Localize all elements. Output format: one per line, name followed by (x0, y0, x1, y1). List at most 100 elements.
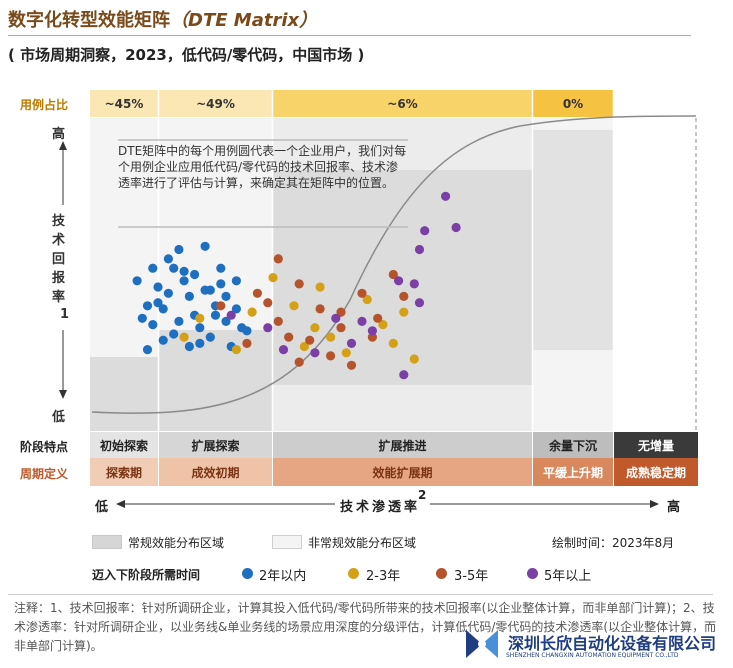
case-point-1 (174, 316, 184, 326)
footnote-rule (8, 594, 713, 595)
case-point-1 (179, 266, 189, 276)
period-cell-3: 效能扩展期 (273, 458, 532, 486)
case-point-4 (346, 338, 357, 348)
stage-cell-2: 扩展探索 (159, 432, 272, 458)
x-axis-arrow-right (650, 500, 659, 508)
share-cell-4: 0% (533, 90, 613, 117)
x-axis-note-mark: 2 (418, 488, 427, 502)
regular-zone-2 (159, 330, 272, 431)
footnote: 注释：1、技术回报率：针对所调研企业，计算其投入低代码/零代码所带来的技术回报率… (14, 601, 717, 653)
case-point-3 (388, 269, 398, 280)
case-point-4 (367, 326, 377, 336)
case-point-1 (132, 276, 142, 286)
legend-label-5y: 5年以上 (544, 569, 592, 584)
case-point-3 (305, 335, 315, 345)
company-name-cn: 深圳长欣自动化设备有限公司 (508, 634, 717, 653)
y-axis-arrow-up (59, 141, 67, 150)
title-rule (8, 35, 691, 36)
case-point-4 (278, 345, 289, 355)
y-axis-high-label: 高 (52, 127, 66, 142)
period-row-label: 周期定义 (20, 467, 69, 481)
s-curve (91, 115, 697, 414)
case-point-1 (205, 332, 215, 342)
case-point-1 (242, 326, 252, 336)
title-cn: 数字化转型效能矩阵 (8, 10, 170, 31)
regular-zone-1 (90, 357, 158, 431)
case-point-1 (158, 335, 168, 345)
x-axis-low-label: 低 (95, 500, 109, 515)
case-point-1 (195, 338, 205, 348)
case-point-4 (414, 244, 425, 255)
y-axis-arrow-down (59, 390, 67, 399)
case-point-2 (268, 273, 278, 283)
case-point-1 (200, 241, 210, 251)
title-en: （DTE Matrix） (170, 10, 318, 31)
period-cell-4: 平缓上升期 (533, 458, 613, 486)
case-point-2 (362, 294, 372, 305)
case-point-1 (190, 269, 200, 280)
case-point-1 (163, 288, 173, 298)
case-point-1 (184, 341, 194, 352)
legend-label-2-3y: 2-3年 (366, 569, 401, 584)
case-point-1 (216, 279, 226, 289)
case-point-2 (378, 320, 388, 330)
case-point-3 (373, 313, 383, 323)
share-cell-2: ~49% (159, 90, 272, 117)
case-point-4 (310, 348, 320, 358)
case-point-1 (142, 301, 153, 311)
case-point-4 (451, 222, 461, 233)
company-logo-icon (462, 626, 502, 662)
legend-time-title: 迈入下阶段所需时间 (92, 568, 201, 582)
case-point-2 (179, 332, 189, 342)
case-point-4 (414, 298, 425, 308)
stage-cell-5: 无增量 (614, 432, 698, 458)
case-point-3 (294, 279, 304, 289)
case-point-1 (205, 285, 215, 295)
case-point-1 (210, 310, 221, 320)
stage-cell-1: 初始探索 (90, 432, 158, 458)
case-point-1 (184, 291, 194, 301)
case-point-1 (231, 304, 241, 314)
case-point-1 (174, 244, 184, 255)
legend-irregular-label: 非常规效能分布区域 (308, 536, 417, 550)
case-point-1 (137, 313, 147, 323)
case-point-2 (195, 313, 205, 323)
case-point-1 (169, 263, 179, 273)
case-point-3 (216, 301, 226, 311)
case-point-4 (263, 323, 273, 333)
case-point-2 (341, 348, 351, 358)
case-point-2 (315, 282, 325, 292)
x-axis-title: 技术渗透率 (340, 500, 421, 515)
matrix-description: DTE矩阵中的每个用例圆代表一个企业用户，我们对每个用例企业应用低代码/零代码的… (118, 144, 407, 190)
case-point-2 (310, 323, 320, 333)
case-point-1 (169, 329, 179, 339)
case-point-4 (441, 191, 451, 201)
case-point-4 (409, 279, 419, 289)
case-point-3 (252, 288, 262, 298)
case-point-1 (148, 263, 158, 273)
case-point-2 (299, 341, 309, 352)
case-point-3 (336, 323, 346, 333)
period-cell-2: 成效初期 (159, 458, 272, 486)
case-point-3 (357, 288, 367, 298)
case-point-2 (399, 307, 409, 317)
share-cell-3: ~6% (273, 90, 532, 117)
case-point-3 (294, 357, 304, 367)
case-point-1 (158, 304, 168, 314)
case-point-1 (163, 254, 173, 264)
legend-dot-3-5y (436, 568, 447, 579)
stage-cell-3: 扩展推进 (273, 432, 532, 458)
legend-label-2y: 2年以内 (259, 569, 307, 584)
case-point-1 (231, 276, 241, 286)
case-point-1 (221, 316, 231, 326)
period-cell-5: 成熟稳定期 (614, 458, 698, 486)
page-title: 数字化转型效能矩阵（DTE Matrix） (8, 6, 317, 32)
legend-dot-2-3y (348, 568, 359, 579)
drawn-time: 绘制时间：2023年8月 (552, 536, 675, 550)
case-point-2 (388, 338, 398, 348)
legend-dot-2y (242, 568, 253, 579)
case-point-3 (346, 360, 357, 370)
case-point-3 (273, 316, 283, 326)
case-point-4 (226, 310, 236, 320)
